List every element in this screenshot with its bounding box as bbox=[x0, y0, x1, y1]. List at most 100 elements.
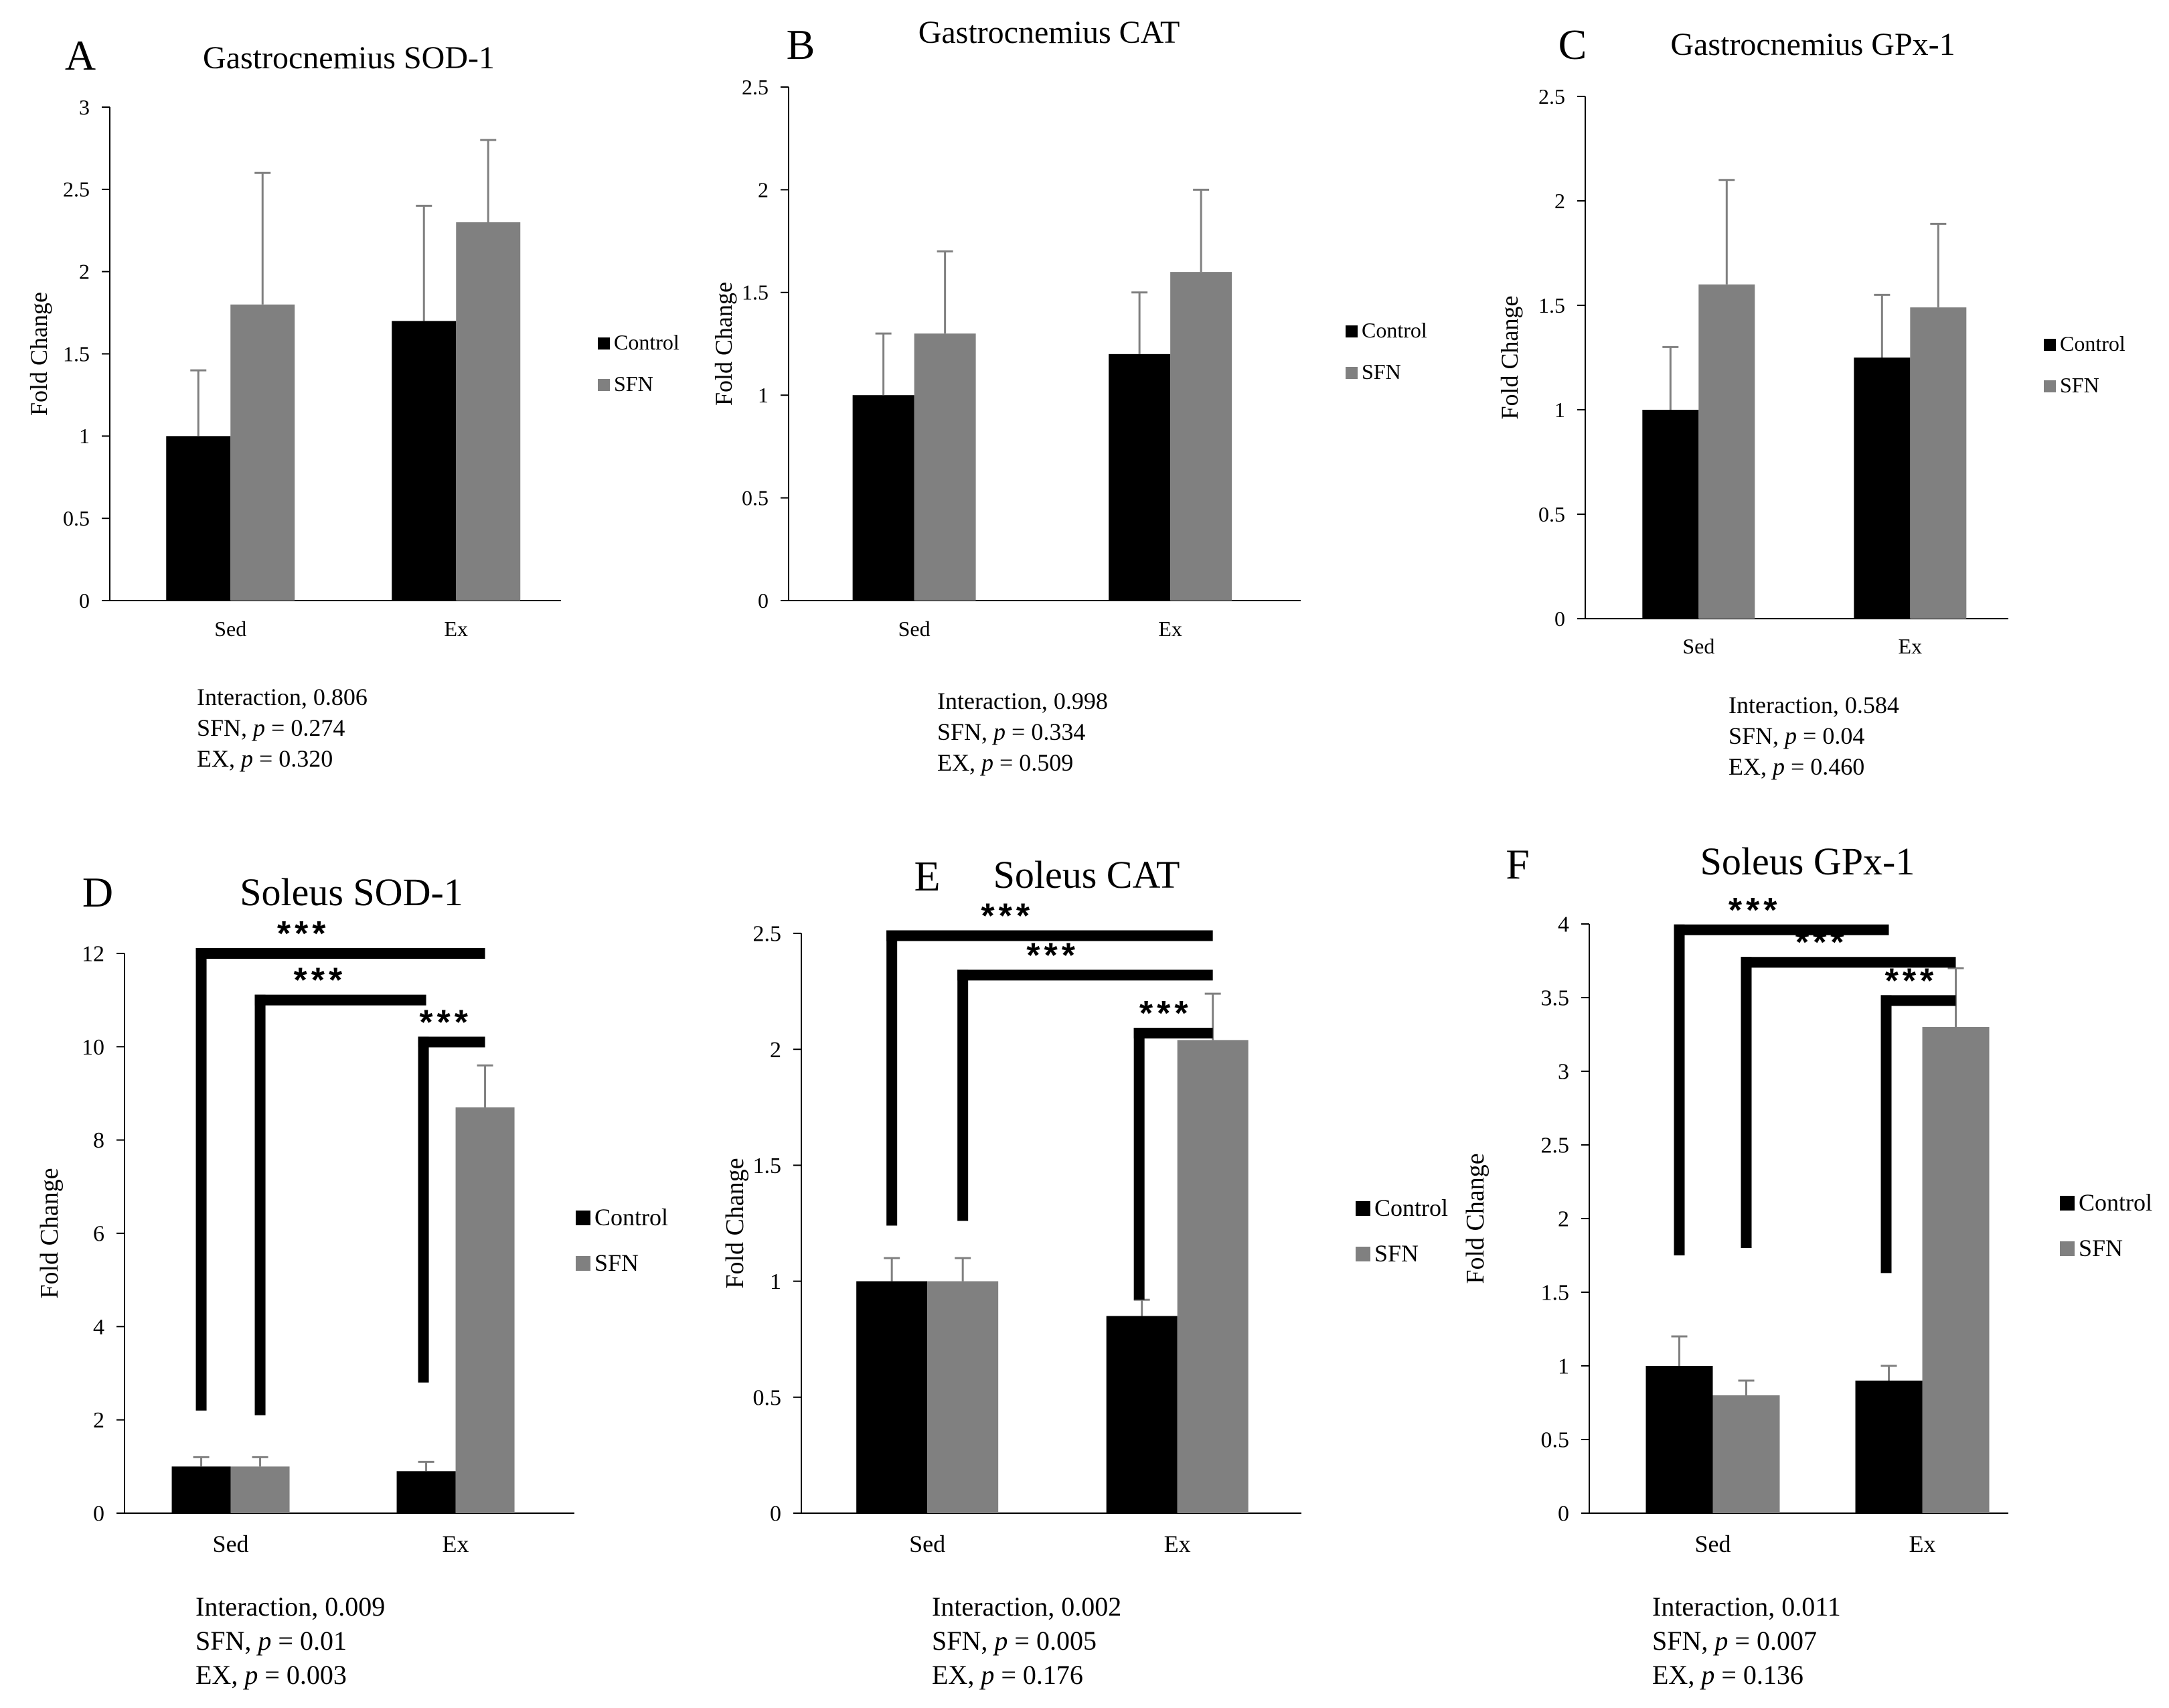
panel-d-legend-control-label: Control bbox=[594, 1204, 668, 1231]
panel-d-y-label: Fold Change bbox=[35, 1168, 64, 1298]
panel-d-y-tick-label: 2 bbox=[93, 1408, 104, 1433]
stats-label: Interaction, bbox=[197, 684, 313, 710]
panel-f-significance-label: *** bbox=[1729, 891, 1781, 930]
panel-e-y-tick-label: 0.5 bbox=[753, 1385, 782, 1410]
panel-b-y-tick-label: 2 bbox=[758, 177, 769, 202]
panel-c-y-tick-label: 0.5 bbox=[1538, 502, 1565, 526]
panel-e-y-tick-label: 2 bbox=[770, 1038, 781, 1063]
panel-d-bracket-1: *** bbox=[195, 915, 485, 1411]
stats-p-symbol: p bbox=[244, 1660, 258, 1691]
panel-a: A Gastrocnemius SOD-1 0 0.5 1 1.5 2 2.5 3 Fold Ch… bbox=[25, 31, 679, 641]
stats-label: Interaction, bbox=[937, 688, 1054, 714]
panel-a-category-label: Ex bbox=[444, 617, 468, 641]
panel-d-legend-sfn-swatch bbox=[576, 1256, 590, 1271]
panel-f-y-tick-label: 1 bbox=[1558, 1354, 1569, 1379]
panel-d-significance-label: *** bbox=[293, 961, 346, 1000]
stats-value: = 0.176 bbox=[994, 1660, 1083, 1691]
panel-a-bar-sfn-sed bbox=[230, 304, 295, 601]
panel-f-bracket-2: *** bbox=[1741, 923, 1956, 1248]
stats-value: 0.998 bbox=[1053, 688, 1108, 714]
stats-p-symbol: p bbox=[981, 1660, 995, 1691]
stats-value: 0.011 bbox=[1781, 1591, 1841, 1622]
panel-f-y-tick-label: 3 bbox=[1558, 1060, 1569, 1085]
panel-c-category-label: Sed bbox=[1682, 634, 1714, 658]
panel-f-legend-control-label: Control bbox=[2079, 1189, 2152, 1216]
stats-label: Interaction, bbox=[932, 1591, 1062, 1622]
stats-p-symbol: p bbox=[253, 714, 266, 742]
stats-label: SFN, bbox=[1652, 1626, 1715, 1656]
panel-b-category-label: Sed bbox=[898, 617, 931, 641]
panel-e-y-tick-label: 2.5 bbox=[753, 922, 782, 947]
panel-a-stats-line: EX, p = 0.320 bbox=[197, 743, 368, 774]
panel-d-letter: D bbox=[82, 868, 113, 916]
panel-d-bar-sfn-sed bbox=[230, 1466, 290, 1513]
stats-label: EX, bbox=[1729, 753, 1773, 781]
panel-e-y-label: Fold Change bbox=[721, 1158, 749, 1288]
panel-a-y-tick-label: 2.5 bbox=[63, 177, 90, 202]
stats-value: = 0.01 bbox=[271, 1626, 347, 1656]
panel-a-legend-sfn-label: SFN bbox=[614, 372, 653, 396]
panel-c: C Gastrocnemius GPx-1 0 0.5 1 1.5 2 2.5 Fold Cha… bbox=[1496, 21, 2125, 658]
panel-b: B Gastrocnemius CAT 0 0.5 1 1.5 2 2.5 Fold Chang… bbox=[710, 15, 1427, 641]
stats-value: = 0.274 bbox=[265, 714, 345, 742]
panel-f-stats: Interaction, 0.011 SFN, p = 0.007 EX, p = … bbox=[1652, 1589, 1841, 1693]
stats-p-symbol: p bbox=[993, 718, 1006, 746]
stats-label: EX, bbox=[932, 1660, 981, 1691]
panel-b-y-tick-label: 2.5 bbox=[742, 75, 769, 99]
panel-c-bar-sfn-ex bbox=[1910, 307, 1967, 619]
stats-label: Interaction, bbox=[1652, 1591, 1782, 1622]
panel-b-stats-line: SFN, p = 0.334 bbox=[937, 716, 1108, 747]
panel-d-bar-sfn-ex bbox=[455, 1107, 515, 1513]
panel-f-bracket-1: *** bbox=[1674, 891, 1889, 1255]
panel-c-stats-line: SFN, p = 0.04 bbox=[1729, 720, 1899, 751]
panel-c-y-tick-label: 0 bbox=[1554, 607, 1565, 631]
panel-f-legend-sfn-label: SFN bbox=[2079, 1235, 2123, 1261]
panel-f-bar-control-ex bbox=[1855, 1381, 1923, 1513]
panel-d-legend-sfn-label: SFN bbox=[594, 1249, 639, 1276]
panel-a-y-tick-label: 0.5 bbox=[63, 506, 90, 530]
panel-d-bar-control-ex bbox=[396, 1471, 456, 1513]
panel-a-legend-control-label: Control bbox=[614, 330, 679, 354]
panel-f-title: Soleus GPx-1 bbox=[1700, 840, 1915, 883]
panel-e: E Soleus CAT 0 0.5 1 1.5 2 2.5 Fold Change Sed Ex *… bbox=[721, 852, 1448, 1557]
panel-a-y-tick-label: 0 bbox=[79, 589, 90, 613]
stats-value: = 0.04 bbox=[1797, 722, 1865, 750]
panel-e-bar-sfn-sed bbox=[927, 1281, 999, 1513]
panel-f-letter: F bbox=[1506, 840, 1530, 888]
panel-b-bar-control-ex bbox=[1109, 354, 1171, 601]
panel-d-stats-line: EX, p = 0.003 bbox=[195, 1658, 385, 1692]
panel-c-stats: Interaction, 0.584 SFN, p = 0.04 EX, p = 0… bbox=[1729, 690, 1899, 782]
panel-a-bar-control-sed bbox=[166, 436, 231, 601]
panel-f-significance-label: *** bbox=[1885, 961, 1938, 1000]
panel-d: D Soleus SOD-1 0 2 4 6 8 10 12 Fold Change Sed Ex **… bbox=[35, 868, 668, 1557]
stats-label: Interaction, bbox=[1729, 692, 1845, 718]
stats-p-symbol: p bbox=[1714, 1626, 1729, 1656]
stats-value: = 0.334 bbox=[1006, 718, 1086, 746]
panel-e-bracket-3: *** bbox=[1133, 994, 1213, 1300]
panel-d-y-tick-label: 8 bbox=[93, 1128, 104, 1153]
panel-d-bracket-2: *** bbox=[254, 961, 426, 1415]
panel-b-category-label: Ex bbox=[1158, 617, 1182, 641]
panel-c-bar-sfn-sed bbox=[1698, 284, 1755, 619]
panel-e-stats-line: SFN, p = 0.005 bbox=[932, 1624, 1121, 1658]
panel-f-y-tick-label: 3.5 bbox=[1541, 986, 1570, 1011]
panel-d-significance-label: *** bbox=[277, 915, 330, 953]
panel-f-bar-sfn-sed bbox=[1712, 1395, 1780, 1513]
stats-label: EX, bbox=[195, 1660, 245, 1691]
panel-e-bar-control-ex bbox=[1106, 1316, 1178, 1513]
stats-value: 0.806 bbox=[313, 684, 368, 710]
panel-d-bar-control-sed bbox=[171, 1466, 231, 1513]
panel-d-significance-label: *** bbox=[419, 1003, 472, 1042]
panel-d-stats: Interaction, 0.009 SFN, p = 0.01 EX, p = 0… bbox=[195, 1589, 385, 1693]
panel-d-category-label: Ex bbox=[443, 1531, 469, 1557]
panel-d-y-tick-label: 6 bbox=[93, 1222, 104, 1247]
stats-label: SFN, bbox=[197, 714, 254, 742]
panel-e-significance-label: *** bbox=[981, 897, 1034, 935]
stats-label: SFN, bbox=[1729, 722, 1785, 750]
panel-a-y-tick-label: 1.5 bbox=[63, 341, 90, 366]
panel-d-y-tick-label: 10 bbox=[82, 1035, 104, 1060]
stats-label: EX, bbox=[1652, 1660, 1702, 1691]
panel-e-bar-control-sed bbox=[856, 1281, 928, 1513]
